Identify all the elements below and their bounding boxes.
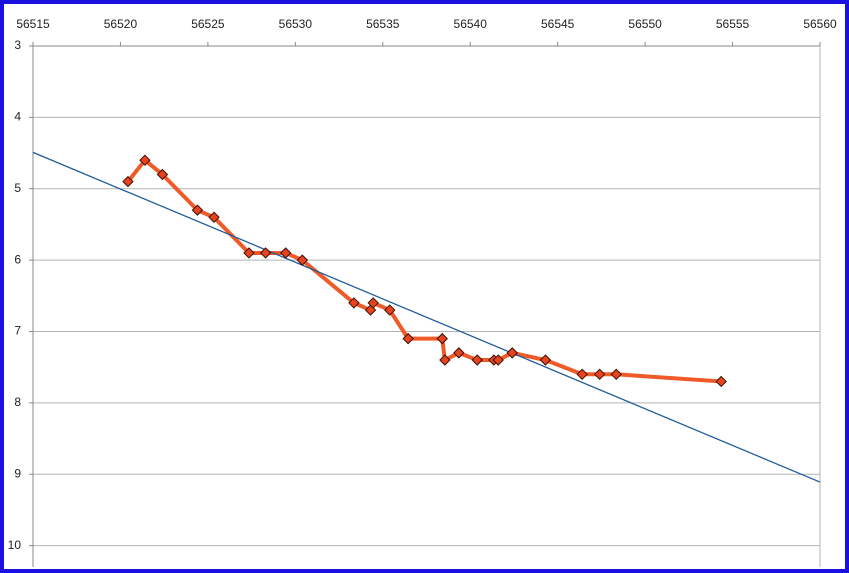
data-point: [439, 354, 451, 366]
y-tick-label: 8: [14, 395, 21, 409]
y-tick-label: 9: [14, 466, 21, 480]
data-point: [539, 354, 552, 366]
x-tick-label: 56515: [16, 17, 50, 31]
x-tick-label: 56535: [366, 17, 400, 31]
data-point: [296, 254, 309, 266]
x-tick-label: 56525: [191, 17, 225, 31]
x-tick-label: 56520: [104, 17, 138, 31]
x-tick-label: 56560: [803, 17, 837, 31]
data-point: [576, 368, 588, 381]
data-point: [384, 304, 396, 316]
data-point: [259, 247, 272, 259]
trend-line: [32, 151, 821, 483]
data-point: [436, 332, 448, 345]
data-point: [492, 354, 504, 366]
data-point: [280, 247, 292, 259]
data-point: [243, 247, 255, 259]
data-point: [506, 347, 518, 359]
y-tick-label: 3: [14, 38, 21, 52]
y-tick-label: 6: [14, 252, 21, 266]
data-point: [367, 297, 379, 309]
data-point: [208, 211, 220, 223]
x-tick-label: 56540: [454, 17, 488, 31]
y-tick-label: 5: [14, 181, 21, 195]
data-point: [139, 154, 151, 166]
y-tick-label: 10: [8, 538, 22, 552]
x-tick-label: 56530: [279, 17, 313, 31]
data-point: [471, 354, 483, 366]
data-point: [453, 347, 465, 359]
x-tick-label: 56550: [628, 17, 662, 31]
data-point: [156, 168, 169, 181]
data-line: [126, 158, 722, 384]
data-point: [122, 175, 134, 188]
data-point: [593, 368, 606, 381]
data-point: [610, 368, 622, 381]
data-point: [715, 375, 727, 388]
y-tick-label: 4: [14, 110, 21, 124]
data-point: [402, 332, 414, 345]
data-point: [348, 297, 360, 309]
data-point: [191, 204, 204, 216]
y-tick-label: 7: [14, 324, 21, 338]
x-tick-label: 56555: [716, 17, 750, 31]
x-tick-label: 56545: [541, 17, 575, 31]
